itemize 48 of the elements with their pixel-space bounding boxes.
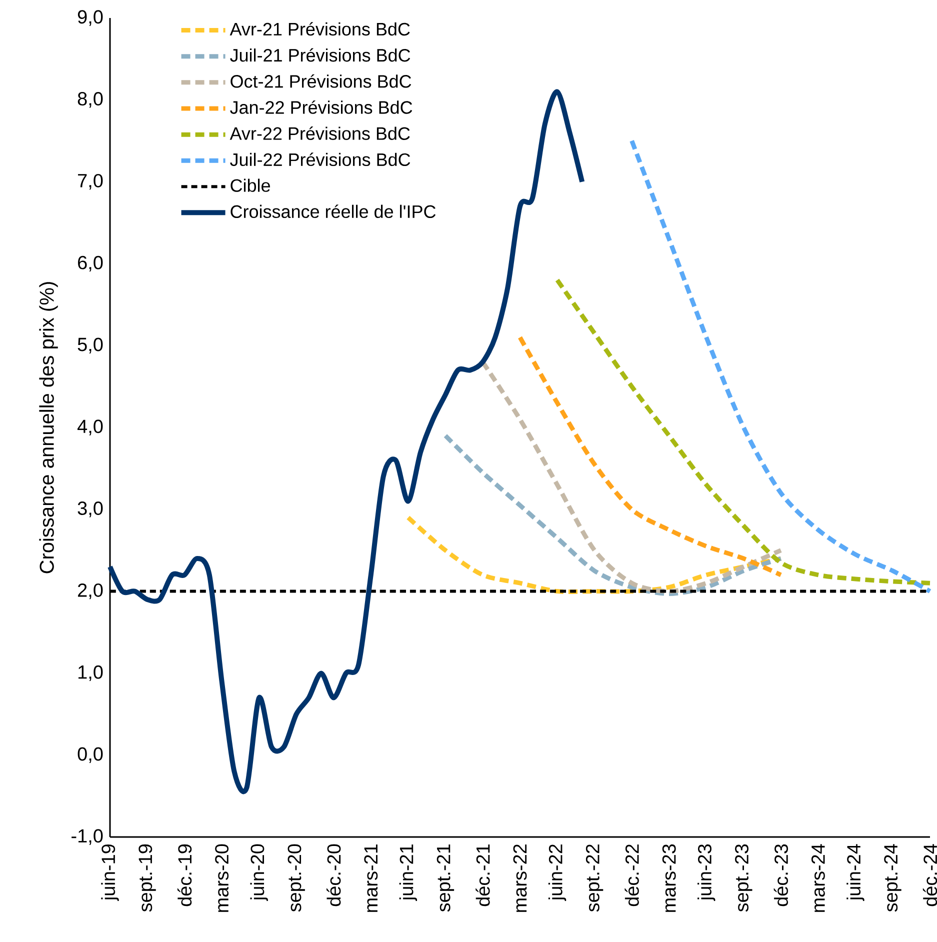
legend-label: Avr-22 Prévisions BdC — [230, 126, 410, 140]
y-tick-label: 0,0 — [78, 747, 103, 763]
line-series — [518, 335, 784, 578]
legend-label: Juil-21 Prévisions BdC — [230, 48, 410, 62]
x-tick-label: sept.-19 — [138, 844, 156, 912]
x-tick-label: déc.-21 — [476, 844, 490, 906]
y-tick-label: 7,0 — [78, 174, 103, 190]
y-tick-label: 1,0 — [78, 665, 103, 682]
x-tick-label: déc.-24 — [922, 844, 937, 906]
x-tick-label: juin-22 — [548, 844, 566, 902]
x-tick-label: juin-21 — [399, 844, 418, 902]
x-tick-label: mars-24 — [811, 844, 825, 912]
x-tick-label: déc.-22 — [624, 844, 639, 906]
y-tick-label: 5,0 — [78, 338, 103, 354]
legend-label: Cible — [230, 178, 270, 192]
legend-label: Croissance réelle de l'IPC — [230, 204, 436, 218]
y-tick-label: 2,0 — [78, 583, 103, 600]
x-tick-label: mars-21 — [364, 844, 378, 912]
y-tick-label: -1,0 — [72, 829, 103, 845]
y-tick-label: 9,0 — [78, 10, 103, 26]
line-series — [630, 138, 932, 594]
x-tick-label: juin-20 — [250, 844, 268, 902]
x-tick-label: sept.-22 — [586, 844, 604, 912]
legend-label: Juil-22 Prévisions BdC — [230, 152, 410, 166]
legend-label: Avr-21 Prévisions BdC — [230, 22, 410, 36]
x-tick-label: déc.-23 — [774, 844, 788, 906]
x-tick-label: sept.-21 — [436, 844, 454, 912]
x-tick-label: mars-23 — [662, 844, 676, 912]
legend-label: Jan-22 Prévisions BdC — [230, 100, 412, 114]
y-tick-label: 4,0 — [77, 420, 103, 436]
x-tick-label: sept.-23 — [735, 844, 752, 912]
y-tick-label: 3,0 — [78, 502, 103, 518]
y-tick-label: 8,0 — [78, 92, 103, 108]
line-series — [443, 433, 784, 596]
x-tick-label: mars-22 — [513, 844, 527, 912]
x-tick-label: sept.-20 — [288, 844, 305, 912]
legend-label: Oct-21 Prévisions BdC — [230, 74, 412, 88]
line-series — [555, 278, 932, 586]
x-tick-label: mars-20 — [215, 844, 229, 912]
y-axis-title: Croissance annuelle des prix (%) — [39, 282, 58, 574]
x-tick-label: déc.-20 — [326, 844, 341, 906]
x-tick-label: juin-19 — [101, 844, 119, 902]
x-tick-label: juin-24 — [846, 844, 864, 902]
y-tick-label: 6,0 — [78, 256, 103, 272]
x-tick-label: juin-23 — [698, 844, 716, 902]
line-series — [480, 360, 784, 594]
x-tick-label: sept.-24 — [884, 844, 902, 912]
x-tick-label: déc.-19 — [177, 844, 192, 906]
